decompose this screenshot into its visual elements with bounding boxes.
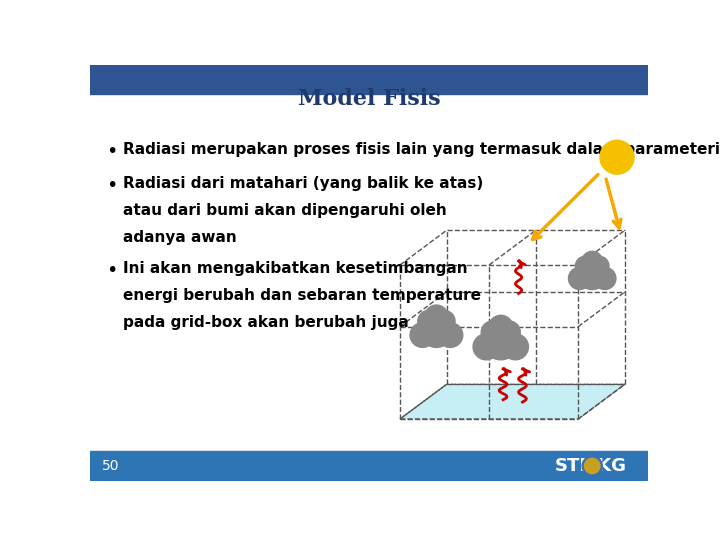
Circle shape xyxy=(585,458,600,474)
Circle shape xyxy=(489,315,513,340)
Circle shape xyxy=(503,334,528,360)
Circle shape xyxy=(498,321,521,343)
Text: Ini akan mengakibatkan kesetimbangan
energi berubah dan sebaran temperature
pada: Ini akan mengakibatkan kesetimbangan ene… xyxy=(122,261,480,330)
Text: •: • xyxy=(106,177,117,195)
Text: STMKG: STMKG xyxy=(555,457,627,475)
Circle shape xyxy=(418,310,439,332)
Circle shape xyxy=(419,314,454,347)
Circle shape xyxy=(590,256,609,275)
Text: •: • xyxy=(106,142,117,161)
Text: Radiasi merupakan proses fisis lain yang termasuk dalam parameterisasi: Radiasi merupakan proses fisis lain yang… xyxy=(122,142,720,157)
Circle shape xyxy=(575,256,595,275)
Bar xyxy=(90,451,648,481)
Circle shape xyxy=(582,456,602,476)
Circle shape xyxy=(410,323,435,347)
Circle shape xyxy=(569,267,591,289)
Circle shape xyxy=(438,323,463,347)
Text: •: • xyxy=(106,261,117,280)
Circle shape xyxy=(433,310,455,332)
Circle shape xyxy=(593,267,616,289)
Circle shape xyxy=(483,324,518,360)
Circle shape xyxy=(425,305,448,328)
Text: Model Fisis: Model Fisis xyxy=(297,89,441,111)
Circle shape xyxy=(481,321,504,343)
Circle shape xyxy=(600,140,634,174)
Polygon shape xyxy=(400,384,625,419)
Circle shape xyxy=(473,334,499,360)
Circle shape xyxy=(577,259,608,289)
Circle shape xyxy=(582,252,603,272)
Bar xyxy=(90,65,648,94)
Text: 50: 50 xyxy=(102,459,119,473)
Text: Radiasi dari matahari (yang balik ke atas)
atau dari bumi akan dipengaruhi oleh
: Radiasi dari matahari (yang balik ke ata… xyxy=(122,177,483,246)
